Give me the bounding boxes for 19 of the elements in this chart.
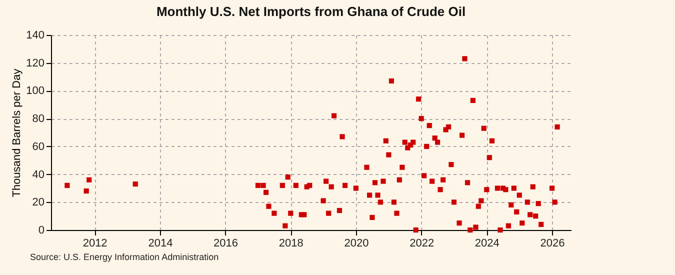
x-tick-label: 2022 xyxy=(410,238,434,250)
x-tick-label: 2026 xyxy=(540,238,565,250)
x-tick-label: 2020 xyxy=(344,238,369,250)
x-tick-label: 2016 xyxy=(214,238,238,250)
y-tick-label: 100 xyxy=(26,85,44,98)
y-tick-label: 20 xyxy=(32,196,44,209)
source-note: Source: U.S. Energy Information Administration xyxy=(30,252,219,262)
y-tick-label: 40 xyxy=(32,168,44,181)
y-tick-label: 140 xyxy=(26,30,44,42)
y-axis-title: Thousand Barrels per Day xyxy=(11,68,24,198)
chart-title: Monthly U.S. Net Imports from Ghana of Crude Oil xyxy=(156,4,466,19)
x-tick-label: 2024 xyxy=(474,238,500,250)
x-tick-label: 2014 xyxy=(148,238,173,250)
x-tick-label: 2012 xyxy=(82,238,108,250)
y-tick-label: 80 xyxy=(32,113,44,126)
y-tick-label: 0 xyxy=(38,224,44,236)
y-tick-label: 60 xyxy=(32,140,44,153)
y-tick-label: 120 xyxy=(26,57,44,70)
x-tick-label: 2018 xyxy=(278,238,304,250)
